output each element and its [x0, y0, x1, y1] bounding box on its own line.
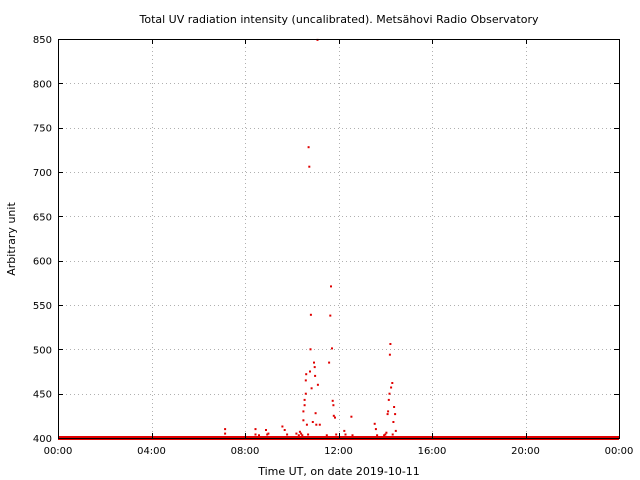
data-point	[351, 434, 354, 437]
data-point	[281, 425, 284, 428]
y-tick-label: 550	[33, 301, 52, 312]
data-point	[389, 343, 392, 345]
data-point	[335, 433, 338, 436]
data-point	[295, 432, 298, 435]
data-point	[350, 415, 353, 418]
data-point	[329, 314, 332, 317]
data-point	[307, 433, 310, 436]
data-point	[302, 410, 305, 413]
data-point	[309, 348, 312, 351]
data-point	[254, 428, 257, 431]
data-point	[388, 353, 391, 356]
data-point	[344, 433, 347, 436]
y-tick-label: 850	[33, 35, 52, 46]
data-point	[302, 419, 305, 422]
data-point	[265, 429, 267, 431]
data-point	[267, 432, 270, 435]
data-point	[384, 433, 387, 436]
data-point	[390, 386, 393, 389]
data-point	[332, 414, 335, 417]
data-point	[388, 392, 391, 395]
data-point	[374, 428, 377, 431]
y-tick-label: 700	[33, 168, 52, 179]
data-point	[309, 313, 312, 316]
data-point	[315, 423, 318, 426]
data-point	[305, 373, 308, 376]
y-tick-label: 500	[33, 345, 52, 356]
data-point	[301, 434, 304, 437]
data-point	[373, 422, 376, 425]
y-tick-labels: 400 450 500 550 600 650 700 750 800 850	[33, 35, 52, 445]
data-point	[387, 398, 390, 401]
axis-ticks	[58, 39, 620, 439]
data-point	[376, 434, 379, 437]
data-point	[316, 383, 319, 386]
data-point	[393, 406, 396, 408]
data-point	[308, 165, 311, 168]
grid	[58, 39, 619, 438]
data-point	[303, 398, 306, 401]
data-point	[286, 433, 289, 436]
data-point	[313, 366, 316, 369]
data-point	[304, 379, 307, 382]
data-point	[300, 432, 303, 435]
data-point	[311, 421, 314, 423]
data-point	[297, 434, 300, 437]
data-point	[383, 434, 386, 437]
data-point	[331, 347, 333, 350]
data-point	[334, 416, 336, 419]
data-point	[386, 413, 389, 416]
data-point	[387, 410, 390, 413]
data-point	[314, 374, 317, 377]
data-point	[224, 428, 227, 431]
x-tick-label: 04:00	[137, 446, 166, 457]
y-tick-label: 650	[33, 212, 52, 223]
x-tick-label: 08:00	[231, 446, 260, 457]
x-tick-label: 16:00	[418, 446, 447, 457]
data-point	[224, 432, 227, 435]
x-tick-labels: 00:00 04:00 08:00 12:00 16:00 20:00 00:00	[44, 446, 634, 457]
x-tick-label: 00:00	[44, 446, 73, 457]
y-tick-label: 750	[33, 124, 52, 135]
data-point	[331, 399, 334, 402]
x-tick-label: 00:00	[605, 446, 634, 457]
y-axis-label: Arbitrary unit	[5, 202, 18, 276]
data-point	[394, 429, 397, 432]
y-tick-label: 800	[33, 79, 52, 90]
x-tick-label: 12:00	[324, 446, 353, 457]
data-point	[392, 421, 395, 423]
data-point	[307, 146, 310, 149]
data-point	[385, 431, 388, 434]
data-point	[313, 361, 315, 364]
data-point	[283, 429, 286, 431]
data-point	[328, 361, 331, 364]
y-tick-label: 600	[33, 257, 52, 268]
data-point	[332, 404, 335, 407]
y-tick-label: 400	[33, 434, 52, 445]
x-axis-label: Time UT, on date 2019-10-11	[257, 465, 420, 478]
data-point	[309, 370, 311, 373]
data-point	[304, 392, 307, 395]
x-tick-label: 20:00	[511, 446, 540, 457]
data-point	[391, 382, 394, 384]
data-point	[258, 434, 260, 437]
data-points	[224, 38, 397, 437]
data-point	[394, 413, 397, 416]
data-point	[391, 433, 394, 436]
data-point	[314, 412, 317, 415]
data-point	[325, 434, 328, 437]
data-point	[330, 285, 332, 288]
data-point	[305, 423, 308, 426]
data-point	[254, 433, 257, 436]
data-point	[266, 433, 269, 436]
data-point	[298, 430, 301, 433]
data-point	[310, 387, 313, 390]
data-point	[318, 423, 321, 426]
y-tick-label: 450	[33, 390, 52, 401]
data-point	[343, 429, 346, 432]
chart-title: Total UV radiation intensity (uncalibrat…	[139, 13, 539, 26]
data-point	[303, 404, 306, 407]
